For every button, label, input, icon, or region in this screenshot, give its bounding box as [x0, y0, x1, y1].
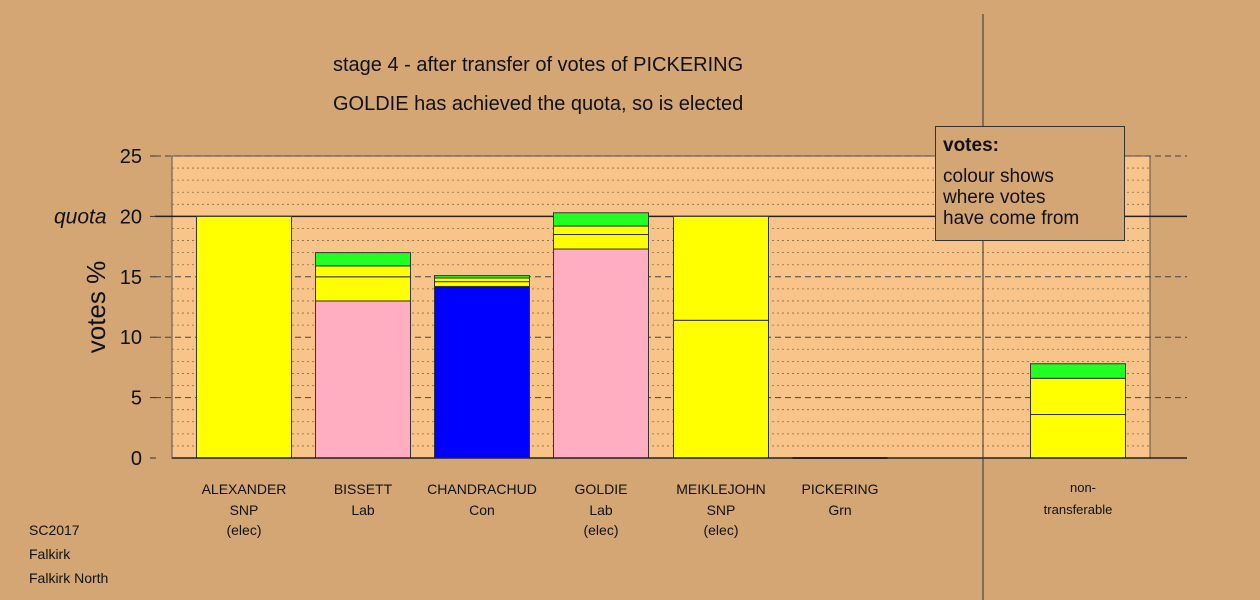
nontransferable-label: transferable: [1044, 502, 1113, 517]
bar-chandrachud-segment: [434, 285, 530, 459]
legend-line: where votes: [943, 187, 1046, 208]
candidate-party-label: SNP: [707, 502, 736, 518]
candidate-party-label: Con: [469, 502, 495, 518]
legend-title: votes:: [943, 135, 999, 156]
y-axis-label: votes %: [81, 261, 111, 354]
candidate-party-label: Lab: [351, 502, 375, 518]
bar-bissett-segment: [315, 265, 411, 278]
candidate-status-label: (elec): [583, 522, 618, 538]
y-tick-label: 0: [131, 448, 142, 470]
chart-subtitle: GOLDIE has achieved the quota, so is ele…: [333, 93, 744, 115]
bar-goldie-segment: [553, 212, 649, 227]
bar-meiklejohn-segment: [673, 319, 769, 459]
bar-bissett-segment: [315, 300, 411, 459]
candidate-party-label: Grn: [828, 502, 851, 518]
legend-box: votes: colour shows where votes have com…: [935, 126, 1125, 241]
bar-alexander-segment: [196, 215, 292, 459]
y-tick-label: 5: [131, 388, 142, 410]
bar-goldie-segment: [553, 234, 649, 250]
footer-ward: Falkirk North: [29, 570, 109, 586]
footer-election: SC2017: [29, 522, 80, 538]
candidate-name-label: BISSETT: [334, 481, 393, 497]
candidate-status-label: (elec): [226, 522, 261, 538]
chart-title: stage 4 - after transfer of votes of PIC…: [333, 54, 744, 76]
candidate-party-label: Lab: [589, 502, 613, 518]
y-tick-label: 20: [120, 206, 142, 228]
bar-chandrachud-segment: [434, 281, 530, 287]
bar-nontransferable-segment: [1030, 414, 1126, 459]
bar-nontransferable-segment: [1030, 363, 1126, 379]
candidate-name-label: PICKERING: [801, 481, 878, 497]
y-tick-label: 15: [120, 267, 142, 289]
candidate-name-label: MEIKLEJOHN: [676, 481, 765, 497]
legend-line: have come from: [943, 208, 1080, 229]
bar-meiklejohn-segment: [673, 215, 769, 321]
footer-council: Falkirk: [29, 546, 71, 562]
candidate-name-label: CHANDRACHUD: [427, 481, 537, 497]
bar-goldie-segment: [553, 225, 649, 236]
candidate-party-label: SNP: [230, 502, 259, 518]
candidate-name-label: GOLDIE: [575, 481, 628, 497]
nontransferable-label: non-: [1070, 480, 1096, 495]
candidate-name-label: ALEXANDER: [202, 481, 287, 497]
candidate-status-label: (elec): [703, 522, 738, 538]
bar-chandrachud-segment: [434, 275, 530, 279]
bar-bissett-segment: [315, 252, 411, 267]
bar-nontransferable-segment: [1030, 377, 1126, 416]
y-tick-label: 25: [120, 146, 142, 168]
bar-goldie-segment: [553, 248, 649, 459]
quota-label: quota: [54, 205, 107, 228]
legend-line: colour shows: [943, 166, 1054, 187]
y-tick-label: 10: [120, 327, 142, 349]
bar-chandrachud-segment: [434, 277, 530, 283]
bar-bissett-segment: [315, 276, 411, 302]
